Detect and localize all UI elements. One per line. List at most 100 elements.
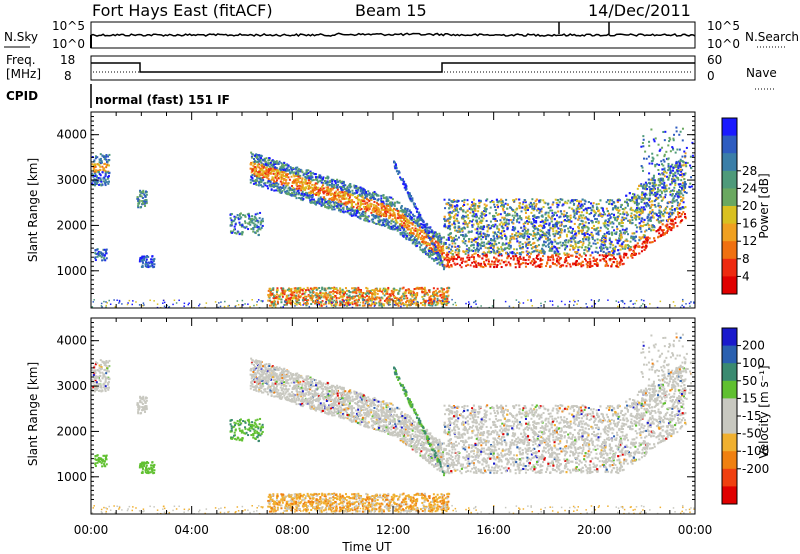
power-echo	[604, 220, 607, 223]
power-echo	[258, 170, 261, 173]
power-echo	[355, 196, 358, 199]
power-echo	[453, 200, 456, 203]
power-echo	[253, 175, 256, 178]
power-echo	[348, 184, 351, 187]
power-echo	[511, 252, 514, 255]
power-echo	[352, 214, 355, 217]
power-echo	[518, 245, 521, 248]
power-echo	[445, 238, 448, 241]
power-echo	[494, 232, 497, 235]
power-echo	[668, 187, 671, 190]
power-echo	[497, 254, 500, 257]
power-echo	[107, 182, 110, 185]
power-echo	[376, 194, 379, 197]
power-echo	[583, 202, 586, 205]
power-echo	[483, 208, 486, 211]
power-echo	[427, 232, 430, 235]
power-echo	[94, 183, 97, 186]
power-echo	[366, 195, 369, 198]
power-echo	[425, 246, 428, 249]
power-echo	[275, 189, 278, 192]
power-echo	[92, 180, 95, 183]
power-echo	[411, 213, 414, 216]
power-echo	[648, 200, 651, 203]
power-echo	[377, 198, 380, 201]
power-echo	[94, 155, 97, 158]
power-echo	[501, 242, 504, 245]
power-echo	[300, 169, 303, 172]
power-echo	[508, 239, 511, 242]
power-echo	[342, 193, 345, 196]
power-echo	[262, 167, 265, 170]
power-echo	[364, 190, 367, 193]
power-echo	[415, 210, 418, 213]
power-echo	[241, 224, 244, 227]
power-echo	[586, 217, 589, 220]
power-echo	[642, 208, 645, 211]
power-echo	[425, 227, 428, 230]
power-echo	[141, 200, 144, 203]
noise-trace	[90, 32, 696, 38]
power-echo	[681, 172, 684, 175]
power-echo	[236, 214, 239, 217]
power-echo	[293, 171, 296, 174]
power-echo	[669, 211, 672, 214]
power-echo	[388, 214, 391, 217]
power-echo	[261, 220, 264, 223]
power-echo	[229, 217, 232, 220]
power-echo	[609, 198, 612, 201]
power-echo	[609, 246, 612, 249]
power-echo	[138, 260, 141, 263]
power-echo	[359, 206, 362, 209]
power-echo	[645, 238, 648, 241]
power-echo	[422, 241, 425, 244]
power-echo	[269, 169, 272, 172]
power-echo	[631, 222, 634, 225]
power-echo	[105, 154, 108, 157]
power-echo	[466, 226, 469, 229]
power-echo	[94, 163, 97, 166]
power-echo	[497, 228, 500, 231]
power-echo	[350, 206, 353, 209]
power-echo	[404, 207, 407, 210]
power-echo	[267, 159, 270, 162]
power-echo	[306, 174, 309, 177]
power-echo	[602, 213, 605, 216]
power-echo	[407, 220, 410, 223]
power-echo	[540, 251, 543, 254]
power-echo	[453, 236, 456, 239]
power-echo	[395, 170, 398, 173]
power-echo	[567, 241, 570, 244]
power-echo	[501, 225, 504, 228]
power-echo	[646, 217, 649, 220]
power-echo	[655, 212, 658, 215]
power-echo	[379, 215, 382, 218]
power-echo	[566, 252, 569, 255]
power-echo	[540, 265, 543, 268]
power-echo	[328, 184, 331, 187]
power-echo	[409, 211, 412, 214]
power-echo	[395, 167, 398, 170]
power-echo	[525, 243, 528, 246]
power-echo	[537, 244, 540, 247]
power-echo	[253, 162, 256, 165]
power-echo	[301, 184, 304, 187]
power-echo	[382, 223, 385, 226]
power-echo	[485, 219, 488, 222]
power-echo	[594, 229, 597, 232]
power-echo	[140, 195, 143, 198]
power-echo	[254, 169, 257, 172]
power-echo	[460, 257, 463, 260]
power-echo	[251, 221, 254, 224]
power-echo	[102, 248, 105, 251]
power-echo	[531, 203, 534, 206]
power-echo	[434, 240, 437, 243]
power-echo	[490, 263, 493, 266]
power-echo	[657, 204, 660, 207]
power-echo	[286, 166, 289, 169]
power-echo	[323, 191, 326, 194]
power-echo	[242, 214, 245, 217]
power-echo	[377, 222, 380, 225]
power-echo	[457, 256, 460, 259]
power-echo	[338, 185, 341, 188]
